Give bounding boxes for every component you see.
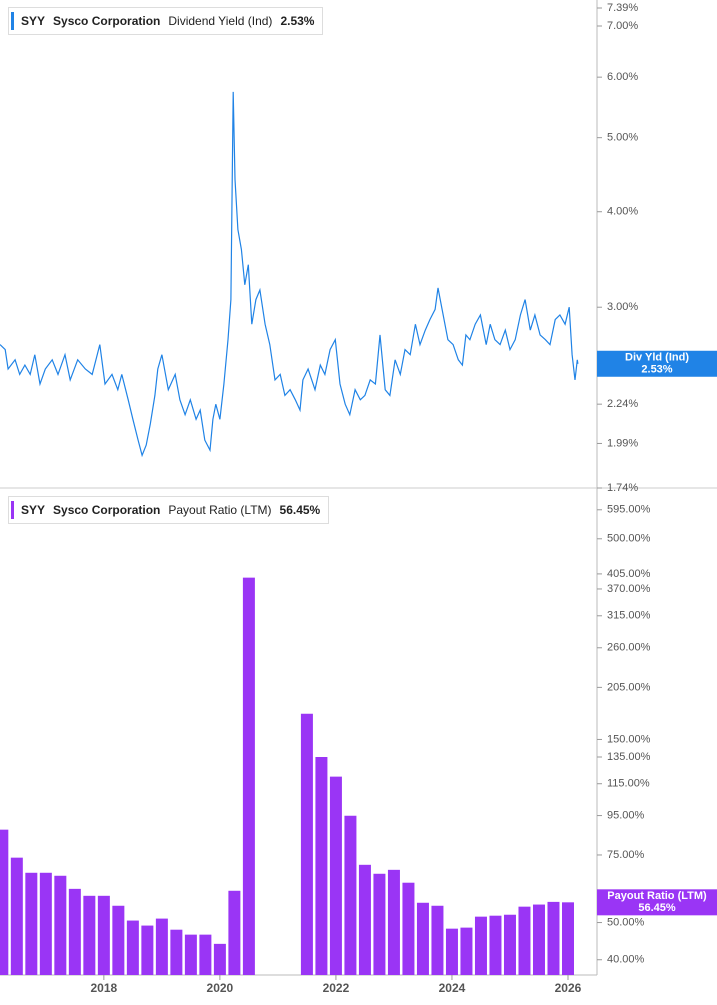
y-tick-label: 6.00% <box>607 71 638 83</box>
plot-area <box>0 577 574 975</box>
legend-company: Sysco Corporation <box>53 503 161 517</box>
legend-value: 56.45% <box>279 503 321 517</box>
y-tick-label: 370.00% <box>607 583 651 595</box>
legend-swatch <box>11 501 14 519</box>
y-tick-label: 7.00% <box>607 20 638 32</box>
bar <box>228 890 241 975</box>
legend-ticker: SYY <box>21 503 46 517</box>
line <box>0 91 579 458</box>
plot-area <box>0 91 579 458</box>
bar <box>387 869 400 975</box>
y-tick-label: 4.00% <box>607 206 638 218</box>
legend-ticker: SYY <box>21 14 46 28</box>
bar <box>39 872 52 975</box>
current-value-marker <box>597 889 717 916</box>
marker-value: 2.53% <box>641 364 672 376</box>
legend-series: Payout Ratio (LTM) <box>168 503 272 517</box>
bar <box>68 888 81 975</box>
y-tick-label: 150.00% <box>607 733 651 745</box>
bar <box>474 916 487 975</box>
bar <box>126 920 139 975</box>
bar <box>431 905 444 975</box>
y-tick-label: 595.00% <box>607 504 651 516</box>
y-tick-label: 135.00% <box>607 751 651 763</box>
bar <box>10 857 23 975</box>
legend-company: Sysco Corporation <box>53 14 161 28</box>
y-tick-label: 7.39% <box>607 2 638 14</box>
marker-label: Payout Ratio (LTM) <box>607 890 707 902</box>
bar <box>83 895 96 975</box>
legend-swatch <box>11 12 14 30</box>
bar <box>344 815 357 975</box>
bar <box>532 904 545 975</box>
marker-value: 56.45% <box>638 902 676 914</box>
y-tick-label: 115.00% <box>607 778 650 790</box>
bar <box>460 927 473 975</box>
bar <box>155 918 168 975</box>
bar <box>112 905 125 975</box>
y-tick-label: 5.00% <box>607 132 638 144</box>
x-tick-label: 2024 <box>439 981 466 995</box>
x-tick-label: 2020 <box>207 981 234 995</box>
y-tick-label: 40.00% <box>607 954 645 966</box>
bar <box>170 929 183 975</box>
bar <box>184 934 197 975</box>
y-tick-label: 315.00% <box>607 610 651 622</box>
y-tick-label: 75.00% <box>607 849 645 861</box>
y-tick-label: 50.00% <box>607 916 645 928</box>
x-tick-label: 2026 <box>555 981 582 995</box>
marker-label: Div Yld (Ind) <box>625 352 689 364</box>
bar <box>445 928 458 975</box>
bar <box>54 875 67 975</box>
y-tick-label: 1.74% <box>607 482 638 494</box>
bar <box>141 925 154 975</box>
y-tick-label: 405.00% <box>607 568 651 580</box>
y-tick-label: 3.00% <box>607 301 638 313</box>
legend-value: 2.53% <box>280 14 315 28</box>
y-tick-label: 260.00% <box>607 642 651 654</box>
bar <box>199 934 212 975</box>
y-tick-label: 1.99% <box>607 437 638 449</box>
bar <box>300 713 313 975</box>
y-tick-label: 500.00% <box>607 533 651 545</box>
legend-series: Dividend Yield (Ind) <box>168 14 273 28</box>
x-tick-label: 2018 <box>90 981 117 995</box>
bar <box>0 829 9 975</box>
bar <box>329 776 342 975</box>
bar <box>373 873 386 975</box>
bar <box>213 943 226 975</box>
bar <box>358 864 371 975</box>
y-tick-label: 95.00% <box>607 809 645 821</box>
bar <box>547 901 560 975</box>
bar <box>97 895 110 975</box>
bar <box>518 906 531 975</box>
bar <box>242 577 255 975</box>
y-tick-label: 205.00% <box>607 681 651 693</box>
bar <box>25 872 38 975</box>
legend: SYY Sysco Corporation Dividend Yield (In… <box>8 7 324 35</box>
y-tick-label: 2.24% <box>607 398 638 410</box>
bar <box>503 914 516 975</box>
bar <box>416 902 429 975</box>
x-tick-label: 2022 <box>323 981 350 995</box>
current-value-marker <box>597 350 717 377</box>
bar <box>561 902 574 975</box>
legend: SYY Sysco Corporation Payout Ratio (LTM)… <box>8 496 330 524</box>
bar <box>402 882 415 975</box>
bar <box>489 915 502 975</box>
bar <box>315 757 328 975</box>
